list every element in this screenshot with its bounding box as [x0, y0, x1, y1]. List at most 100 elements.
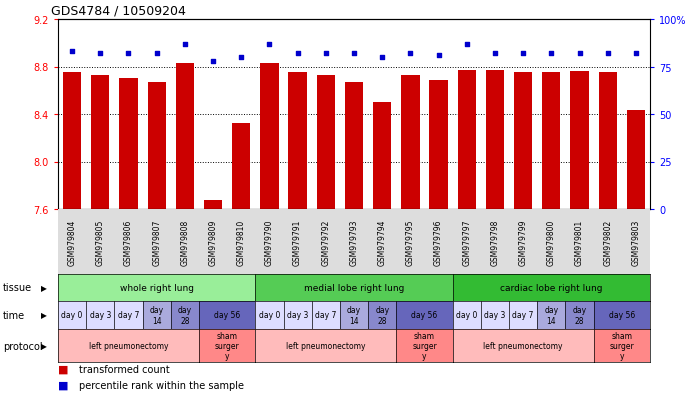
Text: day
14: day 14 [149, 306, 164, 325]
Bar [119, 79, 138, 209]
Bar [204, 200, 222, 209]
Text: day 3: day 3 [89, 311, 111, 320]
Bar [288, 73, 307, 209]
Point [348, 51, 359, 57]
Text: protocol: protocol [3, 341, 43, 351]
Point [489, 51, 500, 57]
Text: GSM979800: GSM979800 [547, 219, 556, 265]
Text: ■: ■ [58, 380, 68, 390]
Bar [514, 73, 533, 209]
Bar [345, 83, 363, 209]
Text: whole right lung: whole right lung [119, 283, 193, 292]
Text: GSM979791: GSM979791 [293, 219, 302, 265]
Bar [63, 73, 81, 209]
Point [377, 55, 388, 61]
Text: sham
surger
y: sham surger y [609, 331, 634, 361]
Text: percentile rank within the sample: percentile rank within the sample [79, 380, 244, 390]
Text: day 0: day 0 [61, 311, 83, 320]
Point [236, 55, 247, 61]
Text: day 56: day 56 [214, 311, 240, 320]
Text: left pneumonectomy: left pneumonectomy [484, 341, 563, 350]
Bar [232, 124, 251, 209]
Point [517, 51, 528, 57]
Bar [317, 76, 335, 209]
Text: day
14: day 14 [347, 306, 361, 325]
Text: day
28: day 28 [572, 306, 586, 325]
Text: GSM979809: GSM979809 [209, 219, 218, 265]
Bar [401, 76, 419, 209]
Bar [91, 76, 110, 209]
Point [433, 53, 444, 59]
Text: GSM979794: GSM979794 [378, 219, 387, 265]
Point [151, 51, 162, 57]
Point [66, 49, 77, 55]
Text: day 7: day 7 [512, 311, 534, 320]
Text: day
14: day 14 [544, 306, 558, 325]
Bar [570, 72, 588, 209]
Text: day 7: day 7 [118, 311, 139, 320]
Text: ■: ■ [58, 364, 68, 374]
Text: GSM979793: GSM979793 [350, 219, 359, 265]
Bar [542, 73, 560, 209]
Text: GSM979799: GSM979799 [519, 219, 528, 265]
Point [630, 51, 641, 57]
Bar [599, 73, 617, 209]
Point [320, 51, 332, 57]
Bar [373, 103, 392, 209]
Text: ▶: ▶ [41, 311, 47, 320]
Text: day 0: day 0 [259, 311, 280, 320]
Text: sham
surger
y: sham surger y [412, 331, 437, 361]
Text: sham
surger
y: sham surger y [215, 331, 239, 361]
Text: GSM979804: GSM979804 [68, 219, 77, 265]
Point [546, 51, 557, 57]
Bar [147, 83, 166, 209]
Text: day 7: day 7 [315, 311, 336, 320]
Text: left pneumonectomy: left pneumonectomy [286, 341, 366, 350]
Text: tissue: tissue [3, 283, 32, 293]
Point [461, 41, 473, 48]
Text: day
28: day 28 [178, 306, 192, 325]
Text: day 56: day 56 [609, 311, 635, 320]
Text: GSM979810: GSM979810 [237, 219, 246, 265]
Point [264, 41, 275, 48]
Bar [486, 71, 504, 209]
Bar [429, 81, 447, 209]
Bar [627, 111, 645, 209]
Text: cardiac lobe right lung: cardiac lobe right lung [500, 283, 602, 292]
Text: left pneumonectomy: left pneumonectomy [89, 341, 168, 350]
Point [95, 51, 106, 57]
Bar [260, 64, 279, 209]
Text: ▶: ▶ [41, 283, 47, 292]
Point [292, 51, 303, 57]
Point [574, 51, 585, 57]
Text: GSM979795: GSM979795 [406, 219, 415, 265]
Point [405, 51, 416, 57]
Text: GSM979801: GSM979801 [575, 219, 584, 265]
Text: day 3: day 3 [484, 311, 505, 320]
Text: GSM979797: GSM979797 [462, 219, 471, 265]
Text: GSM979808: GSM979808 [180, 219, 189, 265]
Text: GSM979802: GSM979802 [603, 219, 612, 265]
Text: day
28: day 28 [375, 306, 389, 325]
Point [602, 51, 614, 57]
Text: GSM979806: GSM979806 [124, 219, 133, 265]
Text: medial lobe right lung: medial lobe right lung [304, 283, 404, 292]
Text: GSM979796: GSM979796 [434, 219, 443, 265]
Bar [176, 64, 194, 209]
Text: GDS4784 / 10509204: GDS4784 / 10509204 [51, 5, 186, 18]
Text: day 56: day 56 [411, 311, 438, 320]
Text: transformed count: transformed count [79, 364, 170, 374]
Text: GSM979807: GSM979807 [152, 219, 161, 265]
Text: GSM979792: GSM979792 [321, 219, 330, 265]
Text: day 3: day 3 [287, 311, 309, 320]
Point [207, 58, 218, 65]
Text: GSM979798: GSM979798 [491, 219, 500, 265]
Text: GSM979805: GSM979805 [96, 219, 105, 265]
Text: day 0: day 0 [456, 311, 477, 320]
Bar [458, 71, 476, 209]
Text: time: time [3, 310, 25, 320]
Text: GSM979790: GSM979790 [265, 219, 274, 265]
Point [179, 41, 191, 48]
Text: GSM979803: GSM979803 [632, 219, 640, 265]
Point [123, 51, 134, 57]
